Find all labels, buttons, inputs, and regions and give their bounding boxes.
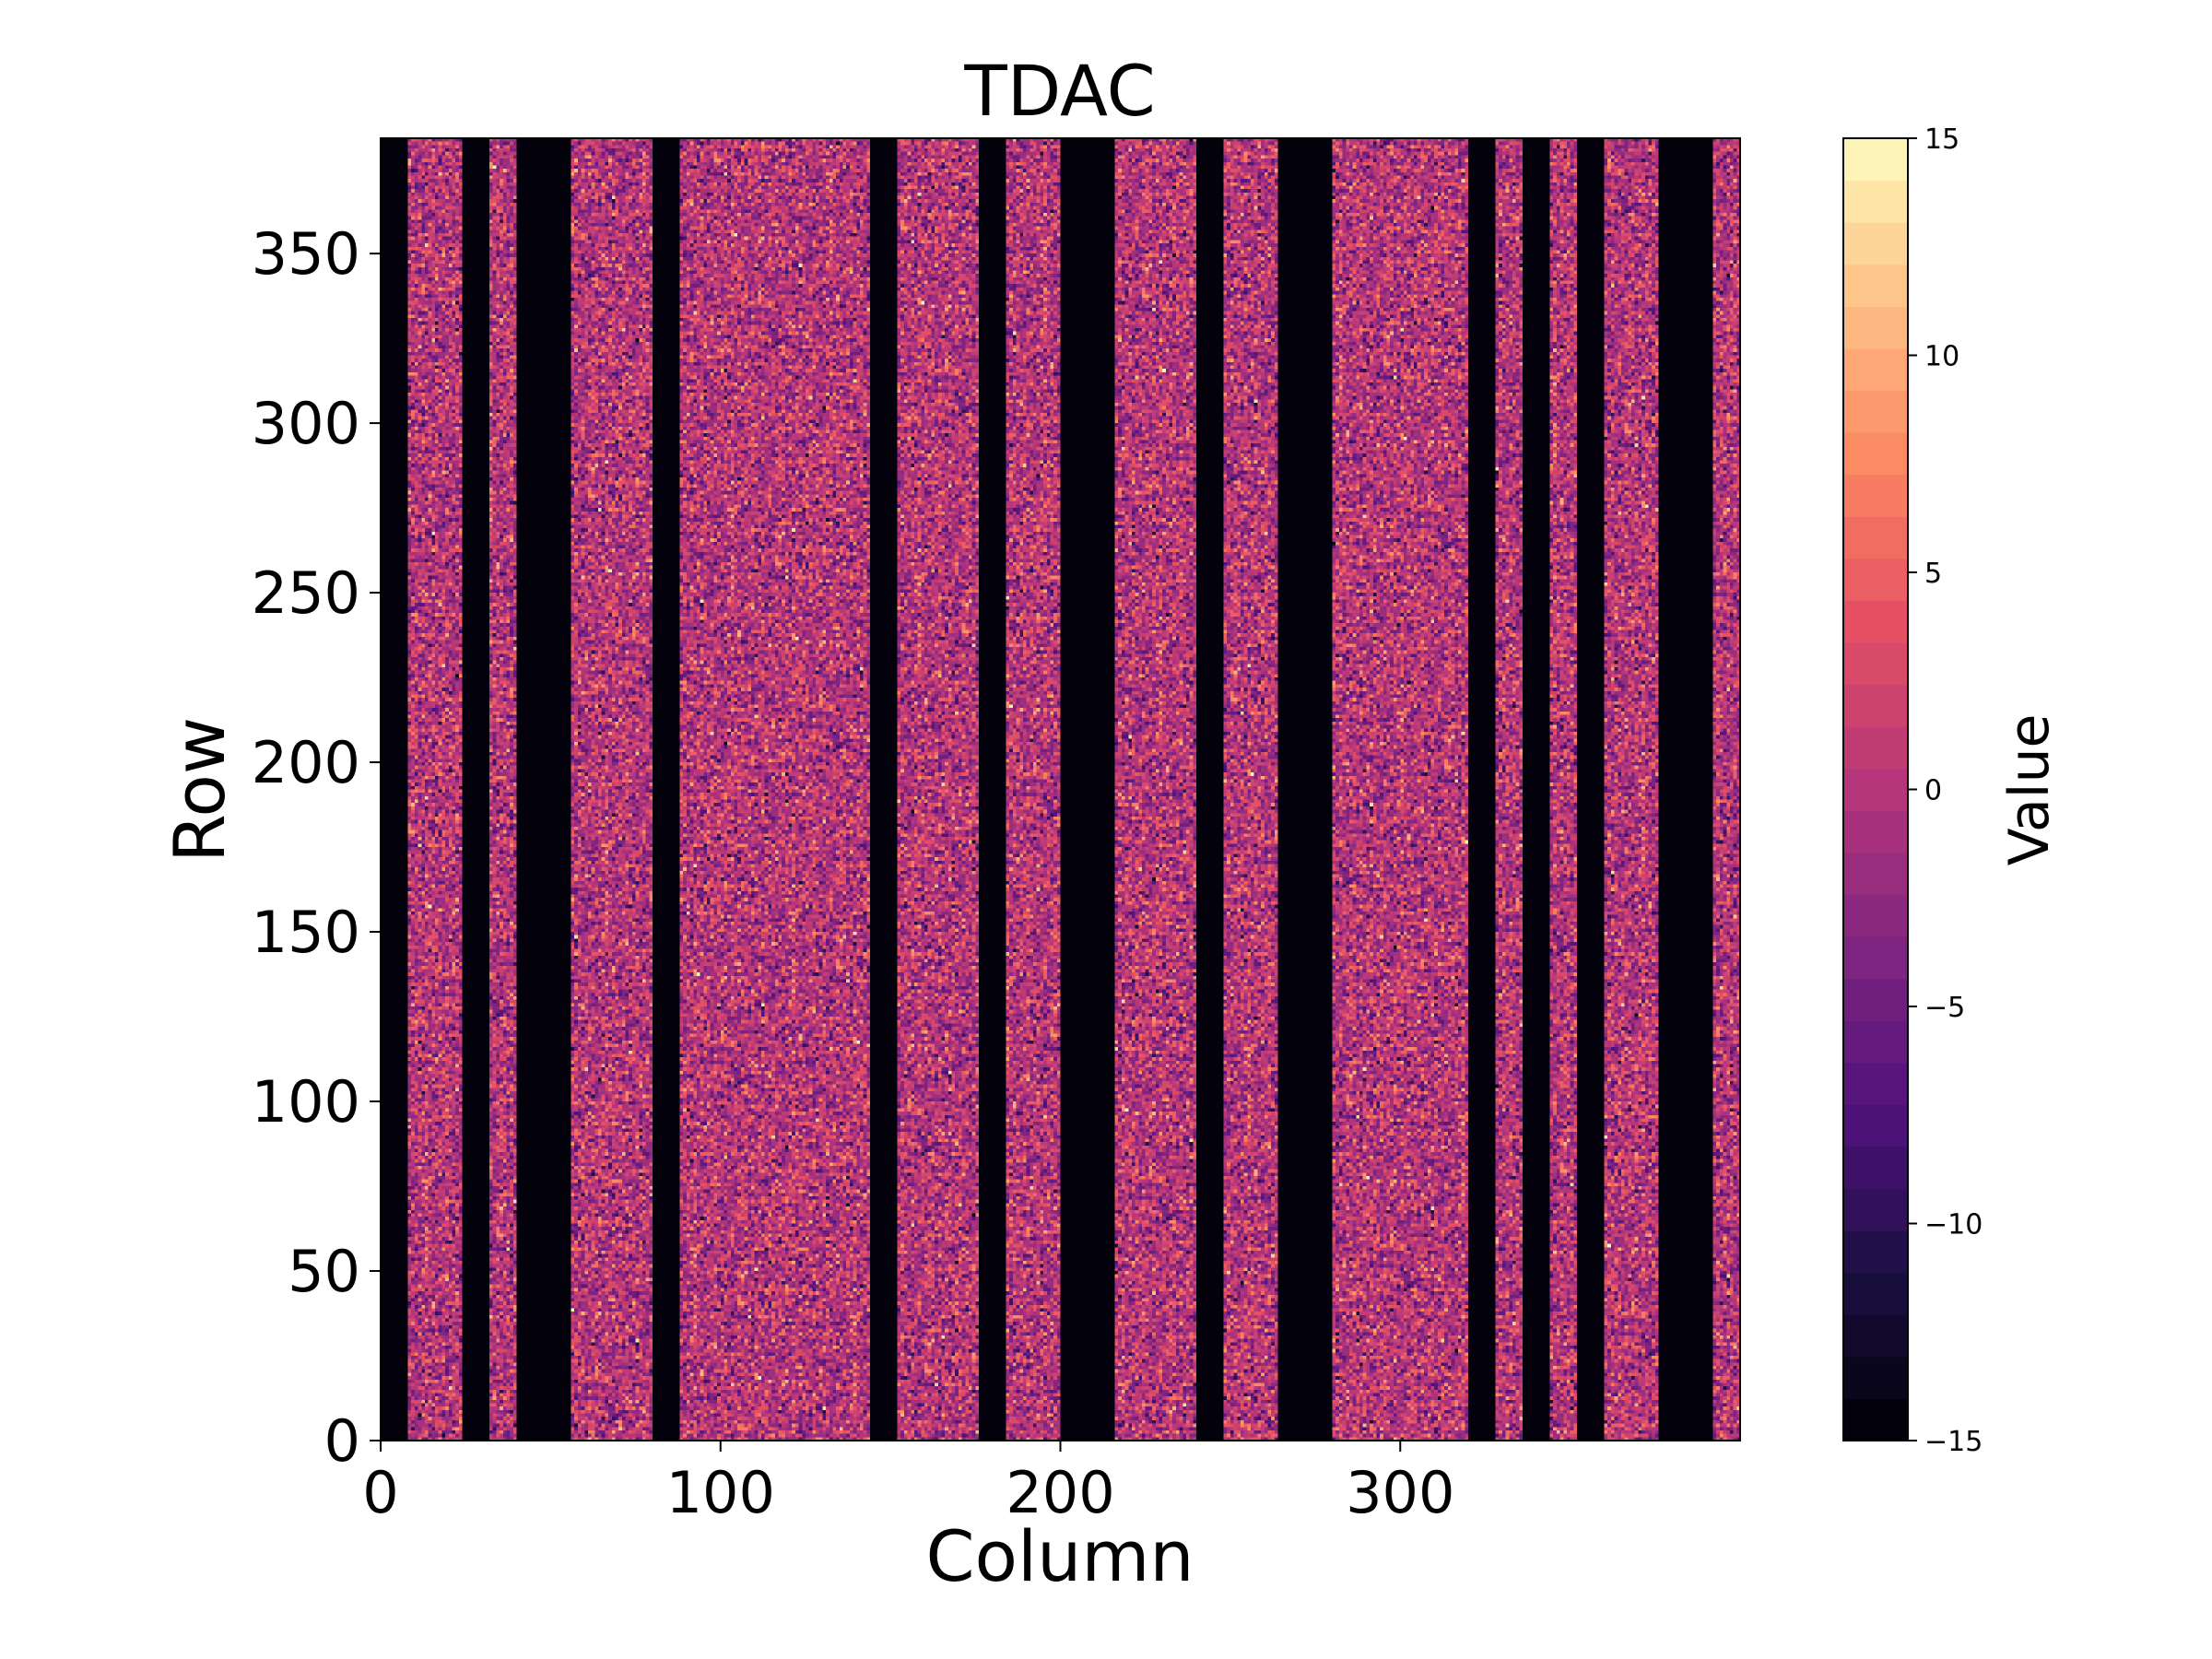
y-tick-label: 350 (252, 220, 360, 288)
colorbar-segment (1843, 810, 1908, 853)
x-tick-label: 300 (1346, 1459, 1454, 1526)
y-tick-label: 100 (252, 1068, 360, 1135)
y-axis-label: Row (159, 717, 241, 863)
colorbar (1843, 138, 1908, 1441)
colorbar-segment (1843, 894, 1908, 937)
heatmap-image (381, 138, 1740, 1441)
colorbar-segment (1843, 726, 1908, 770)
x-axis-label: Column (925, 1515, 1194, 1597)
colorbar-tick-label: 5 (1924, 558, 1942, 590)
colorbar-segment (1843, 474, 1908, 517)
colorbar-segment (1843, 1314, 1908, 1358)
x-tick-label: 0 (362, 1459, 398, 1526)
colorbar-tick-label: 0 (1924, 775, 1942, 807)
colorbar-segment (1843, 852, 1908, 896)
y-tick-label: 150 (252, 899, 360, 966)
x-axis-ticks: 0 100 200 300 (362, 1441, 1454, 1526)
colorbar-segment (1843, 516, 1908, 559)
y-tick-label: 0 (324, 1407, 360, 1475)
colorbar-tick-label: −10 (1924, 1209, 1983, 1241)
colorbar-frame (1842, 137, 1909, 1441)
colorbar-segment (1843, 1062, 1908, 1105)
colorbar-segment (1843, 432, 1908, 476)
colorbar-segment (1843, 768, 1908, 811)
colorbar-tick-label: 15 (1924, 124, 1959, 156)
colorbar-ticks: −15 −10 −5 0 5 10 15 (1908, 124, 1983, 1458)
colorbar-segment (1843, 1272, 1908, 1315)
colorbar-segment (1843, 600, 1908, 643)
chart-title: TDAC (963, 50, 1155, 132)
colorbar-segment (1843, 978, 1908, 1021)
colorbar-segment (1843, 180, 1908, 223)
colorbar-segment (1843, 684, 1908, 727)
colorbar-segment (1843, 641, 1908, 686)
colorbar-segment (1843, 558, 1908, 601)
y-axis-ticks: 0 50 100 150 200 250 300 350 (252, 220, 381, 1475)
colorbar-segment (1843, 1104, 1908, 1147)
colorbar-segment (1843, 1188, 1908, 1231)
plot-frame (380, 137, 1741, 1441)
colorbar-segment (1843, 1020, 1908, 1064)
colorbar-label: Value (1997, 714, 2062, 866)
colorbar-segment (1843, 1230, 1908, 1274)
colorbar-segment (1843, 222, 1908, 265)
x-tick-label: 200 (1006, 1459, 1114, 1526)
colorbar-segment (1843, 936, 1908, 980)
colorbar-segment (1843, 1146, 1908, 1190)
colorbar-tick-label: 10 (1924, 341, 1959, 373)
colorbar-segment (1843, 1356, 1908, 1400)
colorbar-tick-label: −15 (1924, 1426, 1983, 1458)
colorbar-segment (1843, 1398, 1908, 1441)
colorbar-tick-label: −5 (1924, 992, 1965, 1024)
colorbar-segment (1843, 264, 1908, 307)
y-tick-label: 200 (252, 729, 360, 796)
colorbar-segment (1843, 138, 1908, 182)
y-tick-label: 300 (252, 390, 360, 457)
y-tick-label: 50 (288, 1238, 360, 1305)
colorbar-segment (1843, 390, 1908, 433)
colorbar-segment (1843, 347, 1908, 392)
y-tick-label: 250 (252, 559, 360, 627)
x-tick-label: 100 (666, 1459, 775, 1526)
colorbar-segment (1843, 306, 1908, 349)
